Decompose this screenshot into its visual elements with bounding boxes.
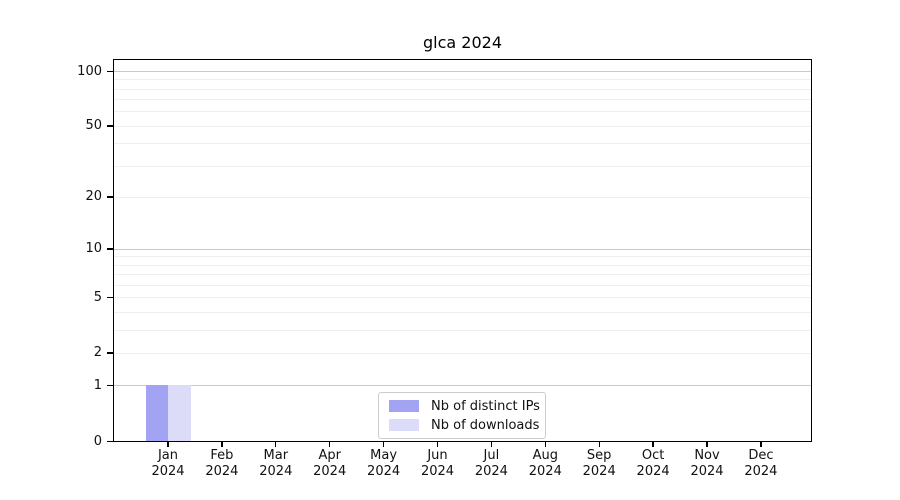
month-label: Jan [157,448,179,463]
y-tick-label: 20 [85,189,102,205]
y-tick-label: 2 [93,345,102,361]
year-label: 2024 [744,464,778,479]
year-label: 2024 [582,464,616,479]
y-tick-label: 50 [85,118,102,134]
y-tick-mark [107,248,113,250]
month-label: Oct [641,448,665,463]
y-tick-mark [107,440,113,442]
y-tick-label: 100 [77,63,102,79]
x-tick-label: Jan 2024 [136,448,200,480]
y-tick-label: 10 [85,241,102,257]
x-tick-mark [598,441,600,447]
x-tick-label: May 2024 [352,448,416,480]
x-tick-label: Jul 2024 [459,448,523,480]
x-tick-label: Feb 2024 [190,448,254,480]
x-tick-mark [652,441,654,447]
x-tick-label: Dec 2024 [729,448,793,480]
x-tick-mark [706,441,708,447]
y-tick-mark [107,384,113,387]
month-label: Sep [586,448,612,463]
gridline-minor [114,297,811,299]
year-label: 2024 [474,464,508,479]
year-label: 2024 [420,464,455,479]
gridline-minor [114,99,811,101]
y-tick-label: 0 [93,433,102,449]
year-label: 2024 [151,464,185,479]
year-label: 2024 [205,464,239,479]
month-label: Dec [748,448,774,463]
year-label: 2024 [636,464,670,479]
gridline-minor [114,274,811,276]
year-label: 2024 [367,464,401,479]
bar-downloads [168,385,191,441]
gridline-minor [114,125,811,127]
y-tick-mark [107,125,113,127]
legend-row: Nb of downloads [389,417,540,433]
legend-swatch [389,419,419,431]
gridline-minor [114,329,811,331]
y-tick-label: 5 [93,289,102,305]
gridline-minor [114,165,811,167]
month-label: Mar [263,448,289,463]
year-label: 2024 [259,464,293,479]
x-tick-label: Oct 2024 [621,448,685,480]
legend-row: Nb of distinct IPs [389,398,540,414]
x-tick-label: Jun 2024 [406,448,470,480]
legend-label: Nb of downloads [431,417,540,433]
y-tick-label: 1 [93,377,102,393]
gridline-minor [114,88,811,90]
x-tick-mark [382,441,385,447]
chart-title: glca 2024 [422,33,502,52]
month-label: Apr [318,448,341,463]
month-label: May [370,448,398,463]
month-label: Nov [694,448,720,463]
gridline-major [114,248,811,250]
gridline-minor [114,143,811,145]
x-tick-label: Nov 2024 [675,448,739,480]
gridline-major [114,385,811,387]
y-tick-mark [107,352,113,354]
legend-label: Nb of distinct IPs [431,398,540,414]
x-tick-mark [329,441,331,447]
x-tick-label: Mar 2024 [244,448,308,480]
gridline-minor [114,111,811,113]
x-tick-mark [490,441,493,447]
month-label: Aug [532,448,558,463]
x-tick-mark [275,441,277,447]
month-label: Jun [427,448,448,463]
year-label: 2024 [690,464,724,479]
gridline-minor [114,264,811,266]
legend: Nb of distinct IPs Nb of downloads [378,392,546,439]
y-tick-mark [107,70,113,72]
gridline-minor [114,196,811,198]
x-tick-mark [436,441,439,447]
gridline-minor [114,79,811,81]
x-tick-label: Sep 2024 [567,448,631,480]
x-tick-mark [544,441,546,447]
bar-distinct-ips [145,385,168,441]
year-label: 2024 [528,464,562,479]
x-tick-mark [221,441,223,447]
gridline-minor [114,311,811,313]
x-tick-label: Apr 2024 [298,448,362,480]
month-label: Feb [210,448,234,463]
year-label: 2024 [313,464,347,479]
y-tick-mark [107,296,113,299]
x-tick-label: Aug 2024 [513,448,577,480]
gridline-minor [114,284,811,286]
month-label: Jul [483,448,500,463]
legend-swatch [389,400,419,412]
y-tick-mark [107,196,113,198]
x-tick-mark [760,441,762,447]
x-tick-mark [167,441,169,447]
plot-area: glca 2024 100 50 20 10 5 2 1 0 Jan 2024 Feb 2024 Ma… [77,35,812,479]
gridline-minor [114,352,811,354]
gridline-minor [114,256,811,258]
gridline-major [114,71,811,72]
